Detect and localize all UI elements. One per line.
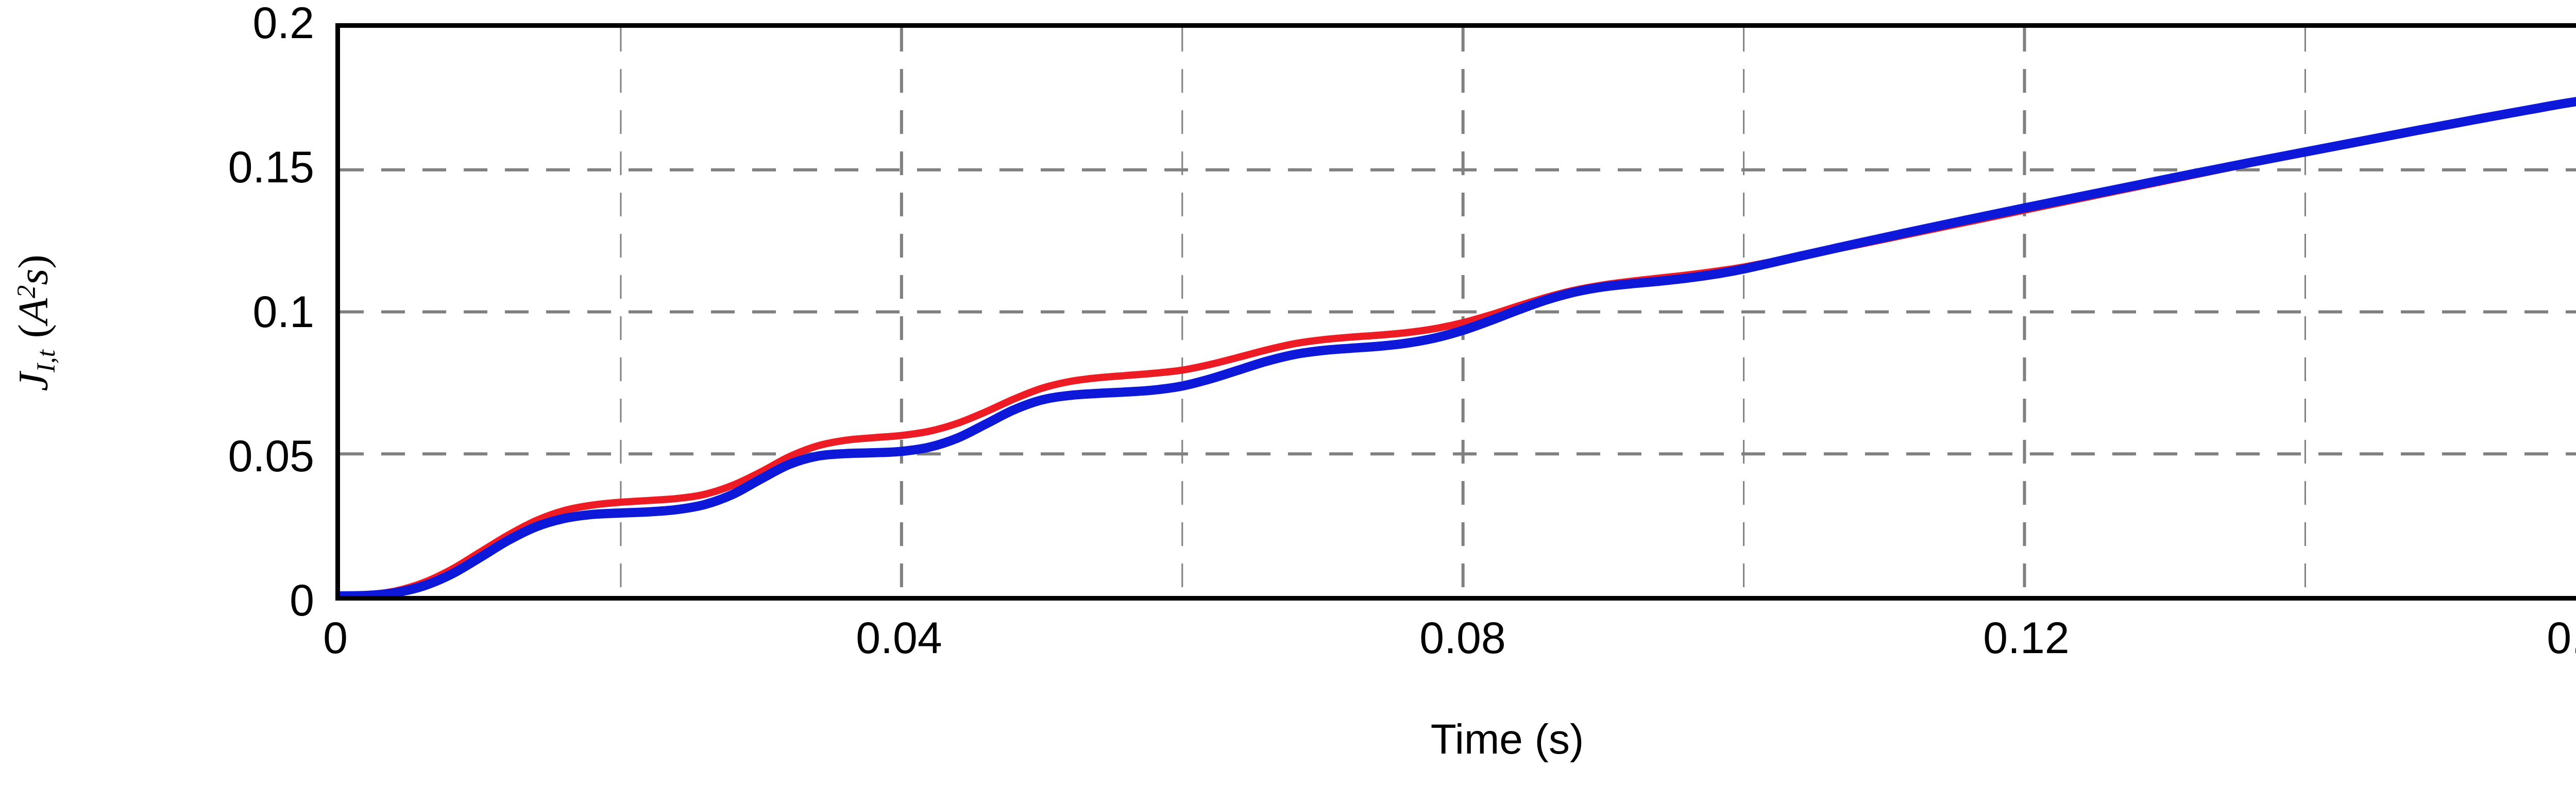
- y-tick-label-0.1: 0.1: [252, 287, 314, 337]
- y-axis-symbol: J: [9, 372, 57, 391]
- horizontal-gridlines: [340, 168, 2576, 456]
- y-axis-unit-base: A: [9, 298, 57, 324]
- y-tick-label-0.2: 0.2: [252, 0, 314, 48]
- y-axis-unit-second: s: [9, 268, 57, 285]
- plot-canvas: [340, 28, 2576, 596]
- y-axis-unit-exponent: 2: [12, 285, 41, 298]
- y-axis-unit-close: ): [9, 254, 57, 269]
- y-axis-title: JI,t (A2s): [2, 65, 71, 580]
- x-tick-label-0.16: 0.16: [2547, 613, 2576, 663]
- x-tick-label-0.04: 0.04: [856, 613, 942, 663]
- y-tick-label-0: 0: [290, 576, 314, 625]
- x-tick-label-0.12: 0.12: [1983, 613, 2070, 663]
- y-tick-label-0.05: 0.05: [228, 432, 314, 481]
- vertical-gridlines: [900, 28, 2026, 596]
- plot-area: [335, 23, 2576, 601]
- y-axis-unit-open: (: [9, 324, 57, 338]
- y-tick-label-0.15: 0.15: [228, 143, 314, 192]
- x-axis-title: Time (s): [1430, 716, 1584, 763]
- x-tick-label-0.08: 0.08: [1419, 613, 1506, 663]
- y-axis-subscript: I,t: [31, 350, 60, 372]
- series-line-blue: [340, 97, 2576, 596]
- x-tick-label-0: 0: [323, 613, 348, 663]
